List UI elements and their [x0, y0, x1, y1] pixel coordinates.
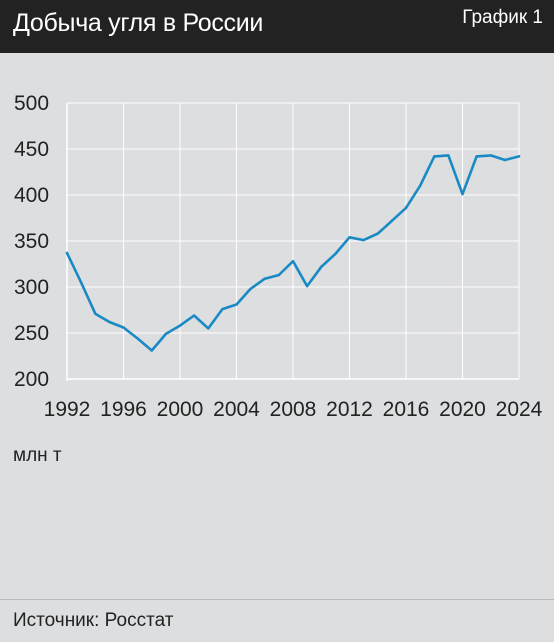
- footer: Источник: Росстат: [0, 599, 554, 642]
- y-tick-label-200: 200: [14, 368, 49, 391]
- data-point-2003: [221, 307, 224, 311]
- x-tick-label-2008: 2008: [270, 398, 317, 421]
- unit-label: млн т: [13, 445, 62, 466]
- data-point-1997: [136, 337, 139, 340]
- data-point-2002: [207, 327, 210, 330]
- chart-title: Добыча угля в России: [13, 9, 264, 37]
- data-point-2004: [235, 303, 238, 306]
- y-tick-label-300: 300: [14, 276, 49, 299]
- x-tick-label-2000: 2000: [157, 398, 204, 421]
- y-tick-label-450: 450: [14, 138, 49, 161]
- x-tick-label-2016: 2016: [383, 398, 430, 421]
- x-tick-label-2012: 2012: [326, 398, 373, 421]
- data-point-2011: [334, 252, 337, 256]
- y-tick-label-500: 500: [14, 92, 49, 115]
- source-label: Источник: Росстат: [13, 610, 174, 631]
- data-point-2006: [263, 277, 266, 280]
- data-point-1996: [122, 326, 125, 329]
- data-point-2021: [475, 155, 478, 158]
- data-point-2024: [517, 155, 521, 158]
- data-point-2000: [178, 324, 182, 327]
- data-point-2023: [503, 158, 507, 162]
- data-point-2005: [249, 287, 252, 291]
- data-point-2008: [291, 260, 295, 263]
- data-point-2018: [433, 155, 436, 158]
- x-tick-label-2004: 2004: [213, 398, 260, 421]
- y-tick-label-400: 400: [14, 184, 49, 207]
- data-point-2015: [390, 219, 394, 222]
- data-point-2012: [348, 236, 351, 239]
- data-point-1994: [94, 312, 97, 315]
- x-tick-label-1992: 1992: [44, 398, 91, 421]
- x-tick-label-2020: 2020: [439, 398, 486, 421]
- data-point-2014: [376, 232, 379, 235]
- data-point-2001: [192, 314, 196, 317]
- data-point-2020: [461, 192, 464, 196]
- data-point-1995: [108, 320, 111, 324]
- x-tick-label-1996: 1996: [100, 398, 147, 421]
- data-point-2009: [305, 284, 309, 288]
- header-bar: Добыча угля в России График 1: [0, 0, 554, 53]
- data-point-1992: [65, 251, 69, 255]
- data-point-2022: [489, 154, 492, 157]
- data-point-2017: [418, 184, 422, 187]
- data-point-1999: [164, 332, 168, 336]
- data-point-2013: [362, 238, 365, 242]
- data-point-2019: [447, 154, 450, 157]
- data-point-1993: [79, 281, 83, 284]
- data-point-1998: [150, 349, 153, 352]
- y-tick-label-350: 350: [14, 230, 49, 253]
- data-point-2010: [320, 265, 323, 268]
- x-tick-label-2024: 2024: [496, 398, 543, 421]
- data-point-2016: [404, 206, 408, 210]
- graph-number-label: График 1: [462, 7, 543, 28]
- data-point-2007: [277, 273, 281, 277]
- y-tick-label-250: 250: [14, 322, 49, 345]
- line-chart: 500 450 400 350 300 250 200 1992 1996 2000 2004 200…: [14, 92, 543, 421]
